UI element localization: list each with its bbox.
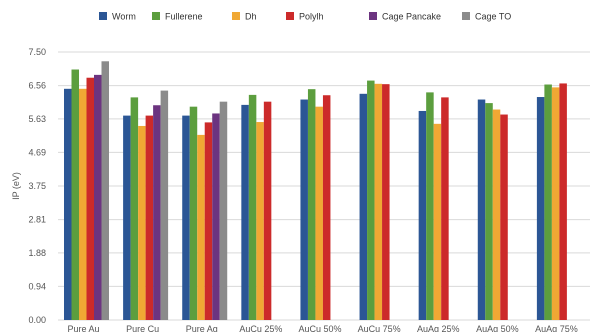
legend-label: Cage TO <box>475 12 511 22</box>
y-tick-label: 1.88 <box>28 248 46 258</box>
bar-worm <box>300 99 308 320</box>
legend-label: Cage Pancake <box>382 12 441 22</box>
y-tick-label: 4.69 <box>28 147 46 157</box>
y-tick-label: 3.75 <box>28 181 46 191</box>
bar-cage-pancake <box>153 105 161 320</box>
bar-polylh <box>86 77 94 320</box>
bar-polylh <box>145 115 154 320</box>
bar-dh <box>197 134 205 320</box>
bar-fullerene <box>307 89 316 321</box>
y-tick-label: 2.81 <box>28 215 46 225</box>
bar-worm <box>64 88 72 321</box>
bar-worm <box>418 110 427 321</box>
bar-dh <box>256 122 264 321</box>
bar-fullerene <box>426 92 434 321</box>
x-tick-label: AuCu 50% <box>298 324 341 332</box>
bar-cage-pancake <box>212 113 220 320</box>
bar-dh <box>492 109 501 320</box>
bar-worm <box>241 104 249 320</box>
x-tick-label: Pure Ag <box>186 324 218 332</box>
bar-worm <box>123 115 131 320</box>
bar-polylh <box>500 114 508 321</box>
bar-cage-to <box>101 61 109 320</box>
bar-cage-to <box>219 101 228 320</box>
bar-dh <box>315 106 323 320</box>
x-tick-label: AuCu 75% <box>358 324 401 332</box>
bar-polylh <box>441 97 449 320</box>
legend-label: Polylh <box>299 12 324 22</box>
bar-dh <box>79 88 87 321</box>
bars <box>64 61 567 321</box>
bar-cage-pancake <box>94 74 102 321</box>
bar-polylh <box>204 122 213 320</box>
bar-fullerene <box>130 97 139 320</box>
legend-swatch <box>462 12 470 20</box>
bar-worm <box>536 97 545 320</box>
y-tick-label: 6.56 <box>28 81 46 91</box>
bar-worm <box>359 93 368 320</box>
y-axis-title: IP (eV) <box>11 172 21 200</box>
legend-label: Fullerene <box>165 12 203 22</box>
legend-swatch <box>232 12 240 20</box>
bar-fullerene <box>189 106 198 320</box>
bar-fullerene <box>248 94 257 320</box>
bar-polylh <box>322 95 331 320</box>
x-tick-label: AuCu 25% <box>239 324 282 332</box>
y-tick-label: 0.00 <box>28 315 46 325</box>
bar-polylh <box>382 84 390 320</box>
legend-label: Worm <box>112 12 136 22</box>
bar-polylh <box>559 83 567 320</box>
bar-worm <box>182 115 190 320</box>
bar-dh <box>374 83 383 320</box>
x-tick-label: AuAg 25% <box>417 324 460 332</box>
bar-fullerene <box>485 103 493 320</box>
bar-polylh <box>263 101 272 320</box>
bar-worm <box>477 99 486 320</box>
y-tick-label: 7.50 <box>28 47 46 57</box>
x-tick-label: Pure Au <box>68 324 100 332</box>
legend-swatch <box>99 12 107 20</box>
legend: Worm Fullerene Dh Polylh Cage Pancake Cage TO <box>99 12 511 22</box>
bar-fullerene <box>367 80 375 320</box>
bar-fullerene <box>544 84 552 320</box>
legend-swatch <box>286 12 294 20</box>
x-axis-ticks: Pure Au Pure Cu Pure Ag AuCu 25% AuCu 50% AuC… <box>68 324 578 332</box>
legend-label: Dh <box>245 12 257 22</box>
legend-swatch <box>152 12 160 20</box>
bar-cage-to <box>160 90 169 320</box>
x-tick-label: AuAg 75% <box>535 324 578 332</box>
bar-dh <box>138 125 146 320</box>
y-axis-ticks: 0.00 0.94 1.88 2.81 3.75 4.69 5.63 6.56 7.50 <box>28 47 46 325</box>
legend-swatch <box>369 12 377 20</box>
x-tick-label: AuAg 50% <box>476 324 519 332</box>
bar-fullerene <box>71 69 79 320</box>
y-tick-label: 0.94 <box>28 281 46 291</box>
x-tick-label: Pure Cu <box>126 324 159 332</box>
bar-dh <box>551 87 560 320</box>
bar-dh <box>433 123 442 320</box>
y-tick-label: 5.63 <box>28 114 46 124</box>
